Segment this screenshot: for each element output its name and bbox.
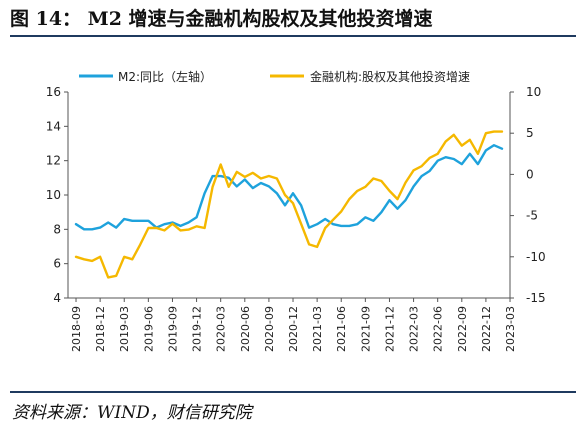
x-tick-label: 2022-03 <box>408 306 421 352</box>
x-tick-label: 2023-03 <box>504 306 517 352</box>
x-tick-label: 2021-09 <box>359 306 372 352</box>
x-tick-label: 2020-12 <box>287 306 300 352</box>
figure-title: 图 14： M2 增速与金融机构股权及其他投资增速 <box>10 8 433 30</box>
x-tick-label: 2022-12 <box>480 306 493 352</box>
right-tick-label: 5 <box>526 126 534 140</box>
left-tick-label: 8 <box>53 222 61 236</box>
right-tick-label: 10 <box>526 85 541 99</box>
left-tick-label: 12 <box>46 154 61 168</box>
x-tick-label: 2019-12 <box>191 306 204 352</box>
left-tick-label: 4 <box>53 291 61 305</box>
x-tick-label: 2019-09 <box>166 306 179 352</box>
legend-label-equity: 金融机构:股权及其他投资增速 <box>310 69 470 84</box>
top-rule <box>10 35 576 37</box>
left-tick-label: 16 <box>46 85 61 99</box>
right-tick-label: -15 <box>526 291 546 305</box>
line-chart: M2:同比（左轴） 金融机构:股权及其他投资增速 4 6 8 10 12 14 16 -15… <box>46 69 546 352</box>
x-tick-label: 2021-03 <box>311 306 324 352</box>
x-tick-label: 2020-03 <box>215 306 228 352</box>
series-line-m2 <box>74 143 504 231</box>
source-note: 资料来源：WIND，财信研究院 <box>12 403 252 423</box>
series-layer <box>74 130 504 279</box>
left-axis-ticks: 4 6 8 10 12 14 16 <box>46 85 68 305</box>
left-tick-label: 6 <box>53 257 61 271</box>
left-tick-label: 10 <box>46 188 61 202</box>
x-tick-label: 2018-09 <box>70 306 83 352</box>
right-tick-label: -5 <box>526 209 538 223</box>
x-tick-label: 2021-12 <box>383 306 396 352</box>
legend: M2:同比（左轴） 金融机构:股权及其他投资增速 <box>79 69 470 84</box>
series-line-equity-investment <box>74 130 504 279</box>
x-tick-label: 2022-06 <box>432 306 445 352</box>
x-tick-label: 2022-09 <box>456 306 469 352</box>
legend-label-m2: M2:同比（左轴） <box>118 69 212 84</box>
x-axis-ticks: 2018-09 2018-12 2019-03 2019-06 2019-09 2019-… <box>70 298 517 352</box>
x-tick-label: 2019-03 <box>118 306 131 352</box>
left-tick-label: 14 <box>46 119 61 133</box>
x-tick-label: 2018-12 <box>94 306 107 352</box>
axes <box>67 92 511 299</box>
x-tick-label: 2020-09 <box>263 306 276 352</box>
x-tick-label: 2021-06 <box>335 306 348 352</box>
x-tick-label: 2019-06 <box>142 306 155 352</box>
x-tick-label: 2020-06 <box>239 306 252 352</box>
right-tick-label: 0 <box>526 167 534 181</box>
right-axis-ticks: -15 -10 -5 0 5 10 <box>510 85 546 305</box>
bottom-rule <box>10 391 576 393</box>
right-tick-label: -10 <box>526 250 546 264</box>
